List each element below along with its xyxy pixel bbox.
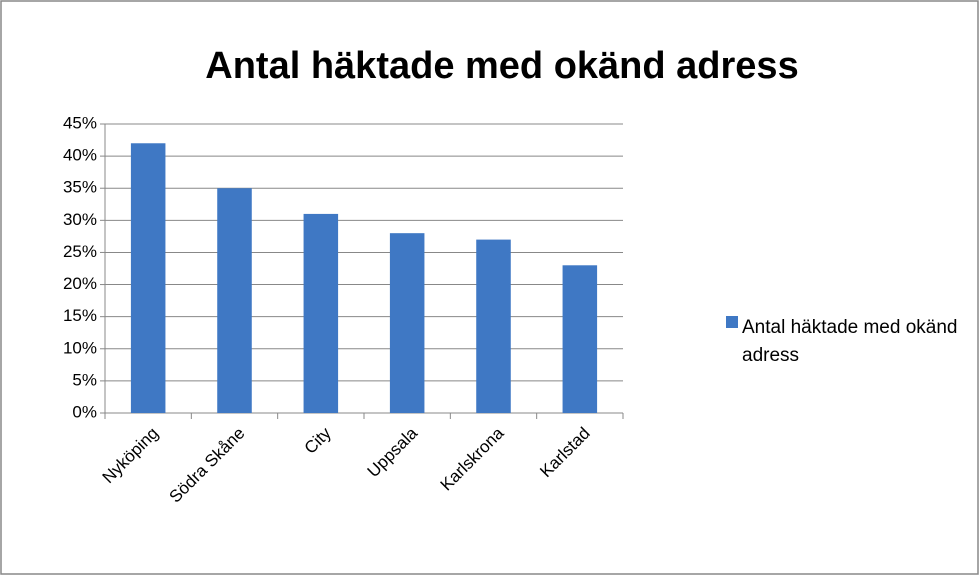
y-tick-label: 40% <box>63 146 97 165</box>
y-tick-label: 35% <box>63 178 97 197</box>
y-tick-label: 20% <box>63 274 97 293</box>
bar <box>303 213 339 413</box>
y-tick-label: 0% <box>72 402 97 421</box>
bar <box>562 265 598 413</box>
y-tick-label: 30% <box>63 210 97 229</box>
y-tick-label: 10% <box>63 338 97 357</box>
bar <box>130 143 166 413</box>
bar <box>217 188 252 413</box>
bar <box>389 233 425 413</box>
y-tick-label: 45% <box>63 113 97 132</box>
y-tick-label: 15% <box>63 306 97 325</box>
bar <box>476 239 511 413</box>
legend-label: Antal häktade med okänd adress <box>742 317 958 366</box>
y-tick-label: 25% <box>63 242 97 261</box>
chart-title: Antal häktade med okänd adress <box>205 45 798 87</box>
legend-swatch <box>726 316 738 328</box>
y-tick-label: 5% <box>72 370 97 389</box>
